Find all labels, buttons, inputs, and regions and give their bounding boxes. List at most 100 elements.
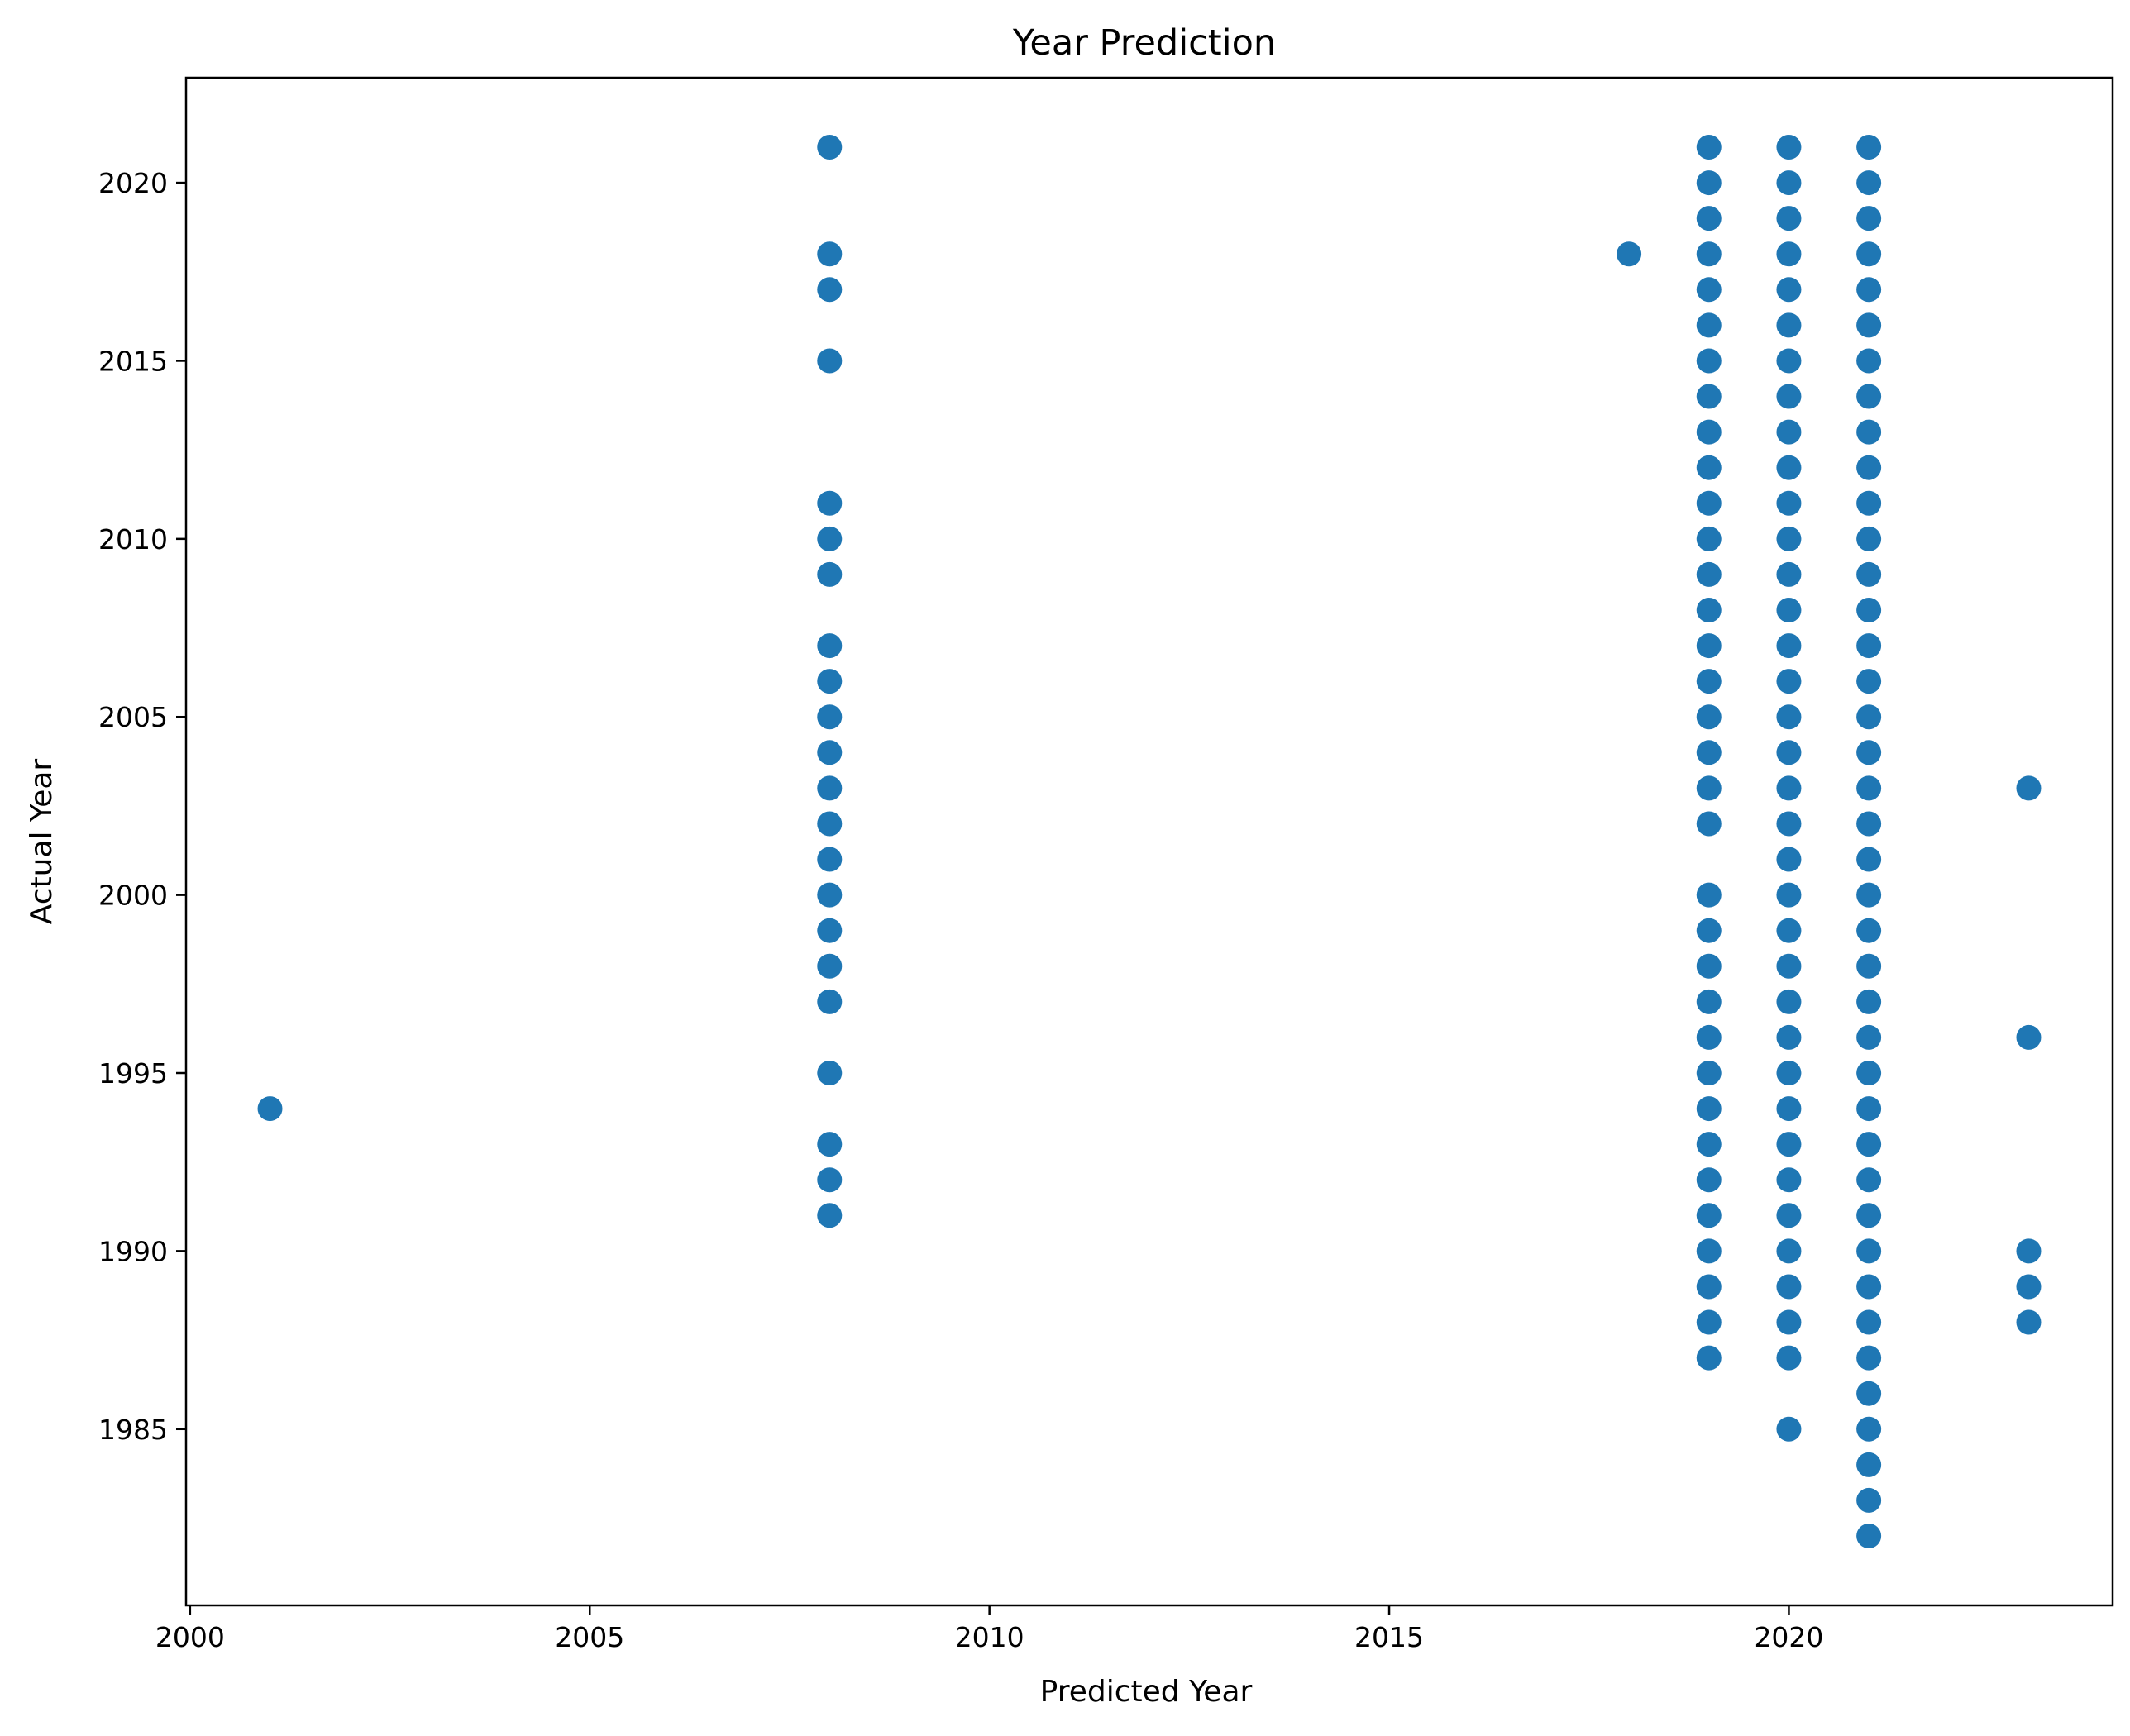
data-point [1696, 918, 1722, 943]
data-point [1856, 1061, 1882, 1085]
x-tick-label: 2000 [155, 1621, 225, 1653]
data-point [1696, 1167, 1722, 1193]
data-point [1776, 1132, 1802, 1157]
data-point [817, 526, 843, 551]
data-points [257, 135, 2042, 1548]
data-point [1776, 135, 1802, 160]
data-point [1856, 1452, 1882, 1477]
axis-ticks: 2000 2005 2010 2015 2020 1985 1990 1995 2000 2005… [98, 167, 1823, 1653]
data-point [817, 1132, 843, 1157]
data-point [1856, 882, 1882, 908]
data-point [1856, 811, 1882, 837]
data-point [1776, 775, 1802, 801]
data-point [1776, 206, 1802, 231]
data-point [1856, 1381, 1882, 1406]
data-point [1776, 1274, 1802, 1300]
data-point [1696, 419, 1722, 445]
plot-area-frame [184, 76, 2114, 1607]
data-point [2016, 1309, 2042, 1335]
data-point [1776, 490, 1802, 516]
data-point [1776, 953, 1802, 979]
data-point [817, 490, 843, 516]
data-point [1696, 1238, 1722, 1264]
x-tick-label: 2015 [1354, 1621, 1424, 1653]
data-point [1856, 1132, 1882, 1157]
data-point [1856, 170, 1882, 196]
data-point [1856, 669, 1882, 694]
data-point [1696, 1024, 1722, 1050]
data-point [817, 241, 843, 267]
data-point [1856, 135, 1882, 160]
data-point [817, 918, 843, 943]
data-point [1696, 384, 1722, 409]
data-point [1696, 989, 1722, 1014]
data-point [817, 775, 843, 801]
data-point [2016, 1274, 2042, 1300]
data-point [1856, 419, 1882, 445]
data-point [1776, 561, 1802, 587]
data-point [1696, 206, 1722, 231]
data-point [1856, 847, 1882, 872]
data-point [1856, 775, 1882, 801]
data-point [1856, 348, 1882, 374]
data-point [1696, 348, 1722, 374]
data-point [1696, 953, 1722, 979]
data-point [1856, 989, 1882, 1014]
data-point [1856, 704, 1882, 730]
x-tick-label: 2005 [555, 1621, 624, 1653]
data-point [1776, 1309, 1802, 1335]
data-point [817, 1203, 843, 1228]
data-point [1696, 135, 1722, 160]
data-point [1856, 277, 1882, 303]
data-point [1856, 384, 1882, 409]
data-point [1696, 669, 1722, 694]
data-point [1776, 1096, 1802, 1122]
data-point [1776, 1024, 1802, 1050]
data-point [1856, 1167, 1882, 1193]
data-point [1856, 1096, 1882, 1122]
data-point [1696, 1096, 1722, 1122]
data-point [1696, 312, 1722, 338]
chart-title: Year Prediction [1012, 22, 1276, 64]
data-point [2016, 775, 2042, 801]
data-point [1696, 775, 1722, 801]
data-point [1776, 847, 1802, 872]
data-point [1776, 455, 1802, 480]
data-point [1696, 1309, 1722, 1335]
data-point [1776, 811, 1802, 837]
data-point [817, 811, 843, 837]
y-tick-label: 2000 [98, 880, 168, 912]
data-point [1776, 312, 1802, 338]
data-point [1776, 882, 1802, 908]
y-tick-label: 2020 [98, 167, 168, 199]
data-point [1856, 526, 1882, 551]
data-point [1856, 1524, 1882, 1548]
data-point [257, 1096, 283, 1122]
data-point [1776, 170, 1802, 196]
data-point [1776, 740, 1802, 765]
data-point [1696, 882, 1722, 908]
data-point [1776, 918, 1802, 943]
data-point [817, 135, 843, 160]
data-point [1696, 455, 1722, 480]
y-tick-label: 2010 [98, 523, 168, 556]
data-point [1856, 1487, 1882, 1513]
y-tick-label: 1990 [98, 1235, 168, 1267]
data-point [817, 989, 843, 1014]
data-point [1696, 170, 1722, 196]
data-point [2016, 1024, 2042, 1050]
data-point [817, 847, 843, 872]
data-point [1856, 1238, 1882, 1264]
data-point [817, 277, 843, 303]
data-point [1856, 1416, 1882, 1442]
data-point [817, 348, 843, 374]
data-point [1776, 1167, 1802, 1193]
data-point [1696, 1061, 1722, 1085]
data-point [1776, 669, 1802, 694]
data-point [1696, 561, 1722, 587]
data-point [1776, 1345, 1802, 1371]
data-point [1776, 419, 1802, 445]
data-point [1856, 206, 1882, 231]
